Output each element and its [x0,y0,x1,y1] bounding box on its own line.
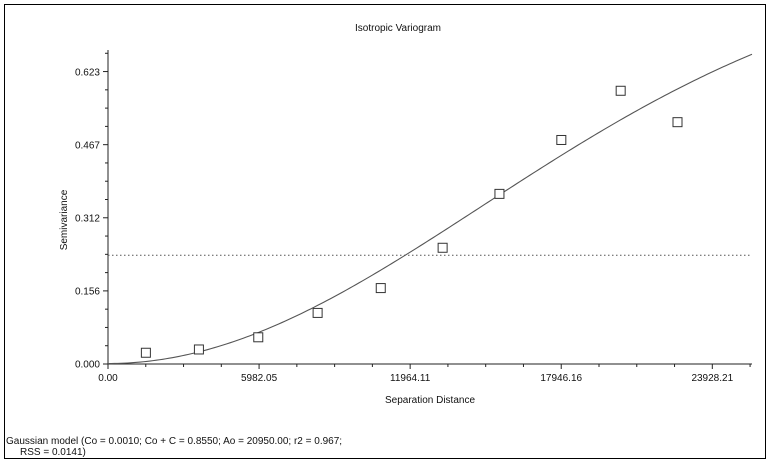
data-point [615,85,626,96]
data-point [375,283,386,294]
x-tick-label: 17946.16 [540,373,582,384]
model-footnote-line1: Gaussian model (Co = 0.0010; Co + C = 0.… [6,436,343,447]
y-tick-label: 0.623 [75,68,100,79]
data-point [312,307,323,318]
data-point [556,134,567,145]
data-point [437,242,448,253]
x-tick-label: 5982.05 [241,373,278,384]
data-point [672,117,683,128]
y-tick-label: 0.312 [75,213,100,224]
y-tick-label: 0.467 [75,141,100,152]
model-footnote: Gaussian model (Co = 0.0010; Co + C = 0.… [6,436,342,458]
x-tick-label: 0.00 [98,373,118,384]
chart-frame [4,4,766,459]
y-tick-label: 0.000 [75,360,100,371]
x-tick-label: 23928.21 [691,373,733,384]
data-point [494,188,505,199]
data-point [140,347,151,358]
model-footnote-line2: RSS = 0.0141) [20,447,86,458]
x-axis-title: Separation Distance [385,395,475,406]
chart-title: Isotropic Variogram [355,23,441,34]
plot-area: 0.000 0.156 0.312 0.467 0.623 0.00 5982.05 1196… [75,50,753,384]
data-point [253,332,264,343]
x-tick-label: 11964.11 [390,373,431,384]
y-axis-title: Semivariance [59,189,70,250]
data-point [193,344,204,355]
y-tick-label: 0.156 [75,286,100,297]
model-curve [107,53,753,365]
